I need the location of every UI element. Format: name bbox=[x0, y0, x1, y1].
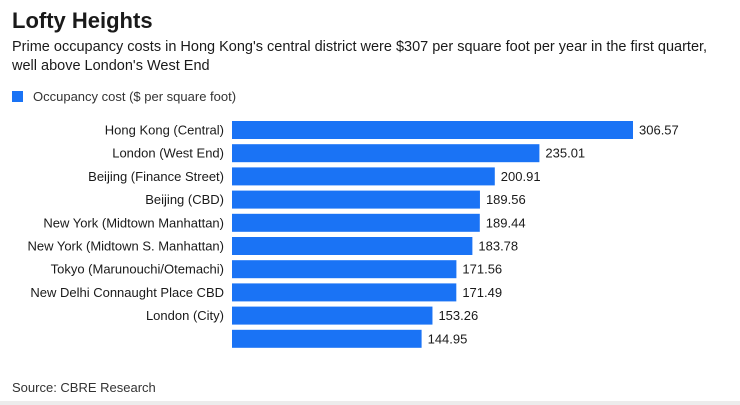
category-label: Beijing (CBD) bbox=[145, 192, 224, 207]
value-label: 189.56 bbox=[486, 192, 526, 207]
bar bbox=[232, 260, 457, 279]
bar bbox=[232, 121, 633, 139]
legend-swatch bbox=[12, 91, 23, 102]
value-label: 171.56 bbox=[462, 262, 502, 277]
legend-label: Occupancy cost ($ per square foot) bbox=[33, 89, 237, 104]
legend: Occupancy cost ($ per square foot) bbox=[12, 89, 236, 104]
value-label: 306.57 bbox=[639, 123, 679, 138]
source-note: Source: CBRE Research bbox=[12, 380, 156, 395]
category-label: New Delhi Connaught Place CBD bbox=[30, 285, 224, 300]
bar-chart: Hong Kong (Central) 306.57 London (West En… bbox=[27, 121, 679, 348]
bottom-strip bbox=[0, 401, 740, 405]
value-label: 189.44 bbox=[486, 215, 526, 230]
category-label: Beijing (Finance Street) bbox=[88, 169, 224, 184]
value-label: 200.91 bbox=[501, 169, 541, 184]
category-label: New York (Midtown S. Manhattan) bbox=[27, 239, 224, 254]
value-label: 235.01 bbox=[545, 146, 585, 161]
bar bbox=[232, 190, 480, 209]
bar bbox=[232, 237, 473, 255]
bar bbox=[232, 144, 540, 163]
category-label: Hong Kong (Central) bbox=[105, 123, 224, 138]
chart-subtitle: Prime occupancy costs in Hong Kong's cen… bbox=[12, 39, 708, 74]
category-label: Tokyo (Marunouchi/Otemachi) bbox=[51, 262, 224, 277]
category-label: London (West End) bbox=[112, 146, 224, 161]
bar bbox=[232, 283, 457, 302]
bar bbox=[232, 213, 480, 232]
value-label: 171.49 bbox=[462, 285, 502, 300]
value-label: 183.78 bbox=[478, 239, 518, 254]
chart-title: Lofty Heights bbox=[12, 8, 153, 33]
value-label: 144.95 bbox=[428, 331, 468, 346]
bar bbox=[232, 329, 422, 348]
category-label: New York (Midtown Manhattan) bbox=[43, 215, 224, 230]
category-label: London (City) bbox=[146, 308, 224, 323]
bar bbox=[232, 306, 433, 325]
bar bbox=[232, 167, 495, 186]
value-label: 153.26 bbox=[438, 308, 478, 323]
